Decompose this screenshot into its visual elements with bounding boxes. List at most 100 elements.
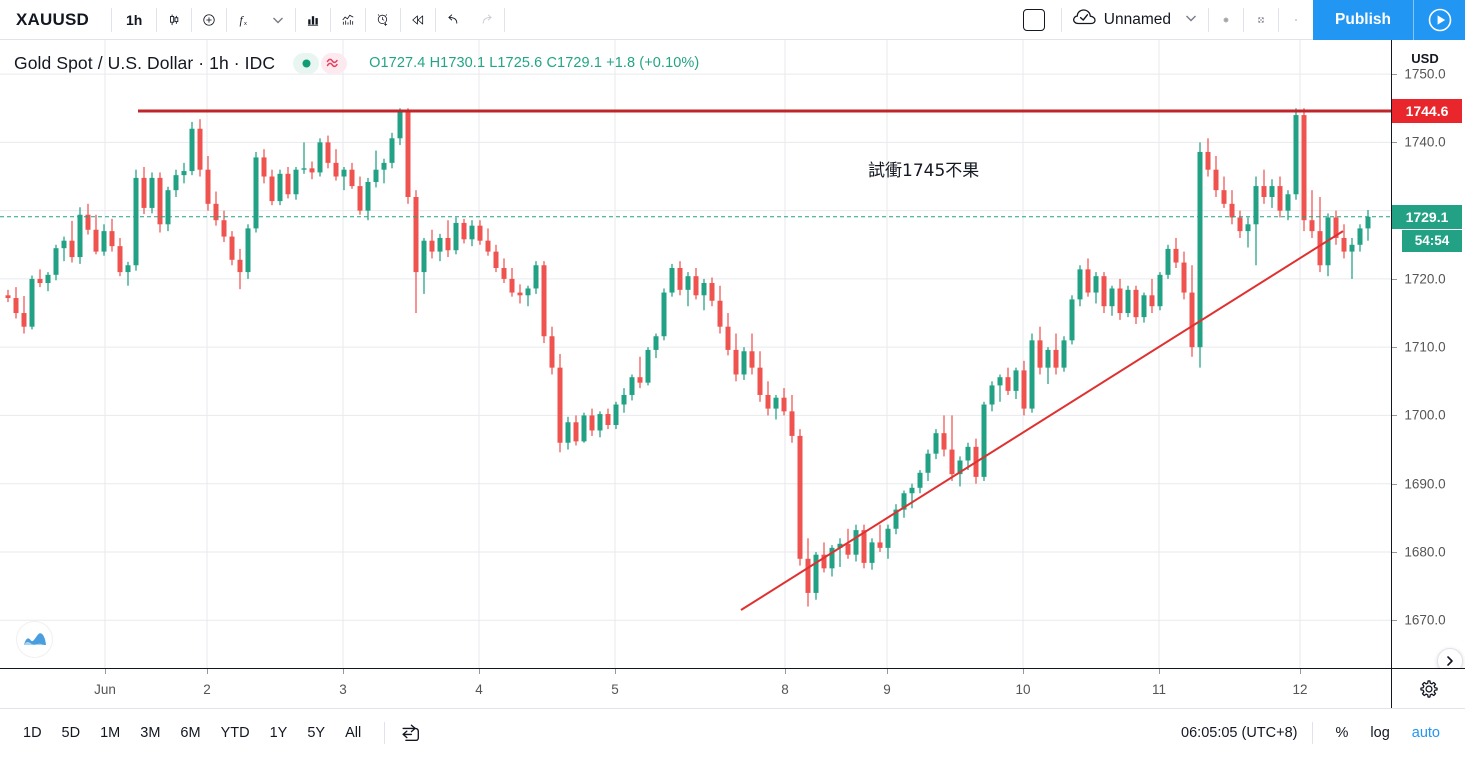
current-price-tag[interactable]: 1729.1 xyxy=(1392,204,1462,229)
fullscreen-icon[interactable] xyxy=(1244,0,1278,40)
price-axis-tickmark xyxy=(1392,347,1397,349)
chevron-down-icon[interactable] xyxy=(1184,11,1198,30)
date-range-icon[interactable] xyxy=(399,722,422,744)
chart-pane[interactable] xyxy=(0,40,1391,668)
candlestick-icon[interactable] xyxy=(157,0,191,40)
candle-body xyxy=(797,435,803,559)
symbol-button[interactable]: XAUUSD xyxy=(16,10,89,29)
chart-text-annotation[interactable]: 試衝1745不果 xyxy=(868,161,980,181)
candle-body xyxy=(557,367,563,443)
chevron-down-icon[interactable] xyxy=(261,0,295,40)
range-button-6m[interactable]: 6M xyxy=(180,725,201,741)
scroll-to-realtime-button[interactable] xyxy=(1437,648,1463,668)
time-axis-tickmark xyxy=(479,669,480,674)
candle-body xyxy=(325,142,331,163)
toolbar-divider xyxy=(330,7,332,32)
candle-body xyxy=(765,394,771,409)
legend-badges xyxy=(293,52,348,74)
range-button-5y[interactable]: 5Y xyxy=(307,725,326,741)
svg-text:f: f xyxy=(240,15,245,27)
scale-options-group: % log auto xyxy=(1327,720,1465,746)
candle-body xyxy=(1253,186,1259,225)
candle-body xyxy=(581,415,587,442)
range-button-1m[interactable]: 1M xyxy=(100,725,121,741)
candle-body xyxy=(117,246,123,273)
price-axis-tickmark xyxy=(1392,415,1397,417)
gear-icon[interactable] xyxy=(1209,0,1243,40)
range-button-ytd[interactable]: YTD xyxy=(220,725,250,741)
toolbar-divider xyxy=(1060,7,1062,32)
range-button-1y[interactable]: 1Y xyxy=(269,725,288,741)
candle-body xyxy=(197,128,203,170)
toolbar-divider xyxy=(365,7,367,32)
time-axis[interactable]: Jun 2 3 4 5 8 9 10 11 12 xyxy=(0,668,1391,708)
range-button-group: 1D 5D 1M 3M 6M YTD 1Y 5Y All xyxy=(14,719,370,747)
tradingview-logo-icon[interactable] xyxy=(16,621,53,658)
candle-body xyxy=(997,377,1003,386)
bottom-divider xyxy=(1311,722,1313,744)
candle-body xyxy=(917,472,923,488)
candle-body xyxy=(949,449,955,475)
candle-body xyxy=(821,554,827,569)
candle-body xyxy=(853,530,859,555)
bar-chart-icon[interactable] xyxy=(296,0,330,40)
replay-icon[interactable] xyxy=(401,0,435,40)
time-axis-tick: 11 xyxy=(1151,682,1167,697)
candle-body xyxy=(893,509,899,529)
scale-option-percent[interactable]: % xyxy=(1335,725,1349,741)
candle-body xyxy=(989,385,995,405)
candle-body xyxy=(1005,377,1011,391)
range-button-1d[interactable]: 1D xyxy=(23,725,42,741)
data-status-dot[interactable] xyxy=(293,52,320,74)
candle-body xyxy=(1093,276,1099,293)
range-button-all[interactable]: All xyxy=(345,725,362,741)
legend-title: Gold Spot / U.S. Dollar · 1h · IDC xyxy=(14,52,276,73)
candle-body xyxy=(933,433,939,454)
resistance-price-tag[interactable]: 1744.6 xyxy=(1392,98,1462,123)
undo-icon[interactable] xyxy=(436,0,470,40)
add-indicator-icon[interactable] xyxy=(192,0,226,40)
price-axis[interactable]: USD 1750.01740.01730.01720.01710.01700.0… xyxy=(1391,40,1465,668)
compare-icon[interactable] xyxy=(331,0,365,40)
candle-body xyxy=(221,220,227,237)
play-icon[interactable] xyxy=(1413,0,1465,40)
candle-body xyxy=(541,265,547,337)
clock-label: 06:05:05 (UTC+8) xyxy=(1181,725,1298,741)
price-axis-unit: USD xyxy=(1411,51,1439,66)
candle-body xyxy=(93,229,99,252)
candle-body xyxy=(149,177,155,208)
redo-icon[interactable] xyxy=(470,0,504,40)
time-axis-tickmark xyxy=(105,669,106,674)
time-axis-tick: 10 xyxy=(1015,682,1031,697)
fx-indicator-icon[interactable]: f x xyxy=(227,0,261,40)
layout-square-icon[interactable] xyxy=(1007,0,1061,40)
bar-countdown-tag: 54:54 xyxy=(1402,229,1462,252)
toolbar-spacer xyxy=(505,0,1006,39)
chart-settings-button[interactable] xyxy=(1391,668,1465,708)
gear-icon xyxy=(1419,679,1438,698)
alarm-clock-icon[interactable] xyxy=(366,0,400,40)
candle-body xyxy=(1365,216,1371,229)
candle-body xyxy=(29,278,35,327)
publish-button[interactable]: Publish xyxy=(1313,0,1413,40)
candle-body xyxy=(549,336,555,368)
time-axis-tick: Jun xyxy=(94,682,116,697)
layout-name-button[interactable]: Unnamed xyxy=(1062,0,1208,40)
scale-option-auto[interactable]: auto xyxy=(1411,725,1440,741)
timeframe-button[interactable]: 1h xyxy=(126,12,143,28)
price-axis-tickmark xyxy=(1392,142,1397,144)
candle-body xyxy=(1229,203,1235,218)
data-wave-icon[interactable] xyxy=(321,52,348,74)
toolbar-divider xyxy=(1208,7,1210,32)
candle-body xyxy=(1085,269,1091,293)
candle-body xyxy=(173,175,179,191)
scale-option-log[interactable]: log xyxy=(1370,725,1390,741)
candle-body xyxy=(477,225,483,241)
candle-body xyxy=(1285,194,1291,211)
time-axis-tick: 5 xyxy=(611,682,619,697)
candle-body xyxy=(1141,295,1147,318)
time-axis-tickmark xyxy=(1023,669,1024,674)
range-button-3m[interactable]: 3M xyxy=(140,725,161,741)
camera-icon[interactable] xyxy=(1279,0,1313,40)
range-button-5d[interactable]: 5D xyxy=(61,725,81,741)
